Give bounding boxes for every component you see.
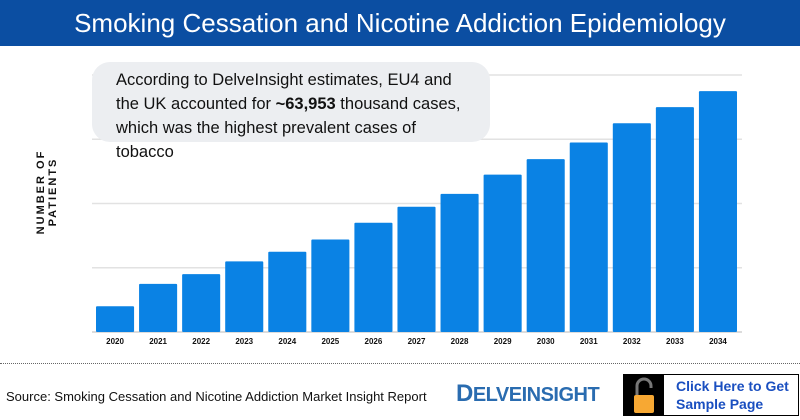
x-tick-label: 2025 bbox=[321, 337, 339, 346]
callout-highlight: ~63,953 bbox=[275, 95, 336, 113]
bar-2020 bbox=[96, 306, 135, 332]
source-note: Source: Smoking Cessation and Nicotine A… bbox=[6, 389, 427, 404]
bar-2025 bbox=[311, 239, 350, 332]
bar-2028 bbox=[440, 193, 479, 332]
unlocked-padlock-icon bbox=[624, 375, 664, 415]
x-tick-label: 2034 bbox=[709, 337, 727, 346]
bar-chart: 2020 2021 2022 2023 2024 2025 2026 2027 2028 2029… bbox=[92, 74, 742, 346]
divider bbox=[0, 363, 800, 364]
bar-2027 bbox=[397, 206, 436, 332]
x-tick-label: 2020 bbox=[106, 337, 124, 346]
x-tick-label: 2031 bbox=[580, 337, 598, 346]
bar-2024 bbox=[268, 251, 307, 332]
x-tick-label: 2029 bbox=[494, 337, 512, 346]
sample-page-label: Click Here to Get Sample Page bbox=[676, 378, 789, 412]
x-tick-label: 2027 bbox=[408, 337, 426, 346]
callout-bubble: According to DelveInsight estimates, EU4… bbox=[92, 62, 490, 161]
x-tick-label: 2024 bbox=[278, 337, 296, 346]
bar-2033 bbox=[655, 107, 694, 332]
bar-2031 bbox=[569, 142, 608, 332]
x-tick-label: 2026 bbox=[365, 337, 383, 346]
sample-page-button[interactable]: Click Here to Get Sample Page bbox=[623, 374, 799, 416]
x-tick-label: 2022 bbox=[192, 337, 210, 346]
x-tick-label: 2030 bbox=[537, 337, 555, 346]
callout-text: According to DelveInsight estimates, EU4… bbox=[116, 71, 452, 113]
x-tick-label: 2033 bbox=[666, 337, 684, 346]
x-tick-label: 2028 bbox=[451, 337, 469, 346]
bar-2023 bbox=[225, 261, 264, 332]
x-tick-label: 2032 bbox=[623, 337, 641, 346]
callout-text-end: thousand cases, which was the highest pr… bbox=[116, 95, 461, 161]
x-tick-label: 2021 bbox=[149, 337, 167, 346]
delveinsight-logo: DELVEINSIGHT bbox=[456, 380, 600, 407]
bar-2022 bbox=[182, 274, 221, 332]
bar-2029 bbox=[483, 174, 522, 332]
bar-2032 bbox=[612, 123, 651, 332]
x-tick-label: 2023 bbox=[235, 337, 253, 346]
bar-2030 bbox=[526, 159, 565, 332]
bar-2021 bbox=[139, 283, 178, 332]
page-title: Smoking Cessation and Nicotine Addiction… bbox=[0, 0, 800, 46]
bar-2026 bbox=[354, 222, 393, 332]
bar-2034 bbox=[698, 91, 737, 332]
